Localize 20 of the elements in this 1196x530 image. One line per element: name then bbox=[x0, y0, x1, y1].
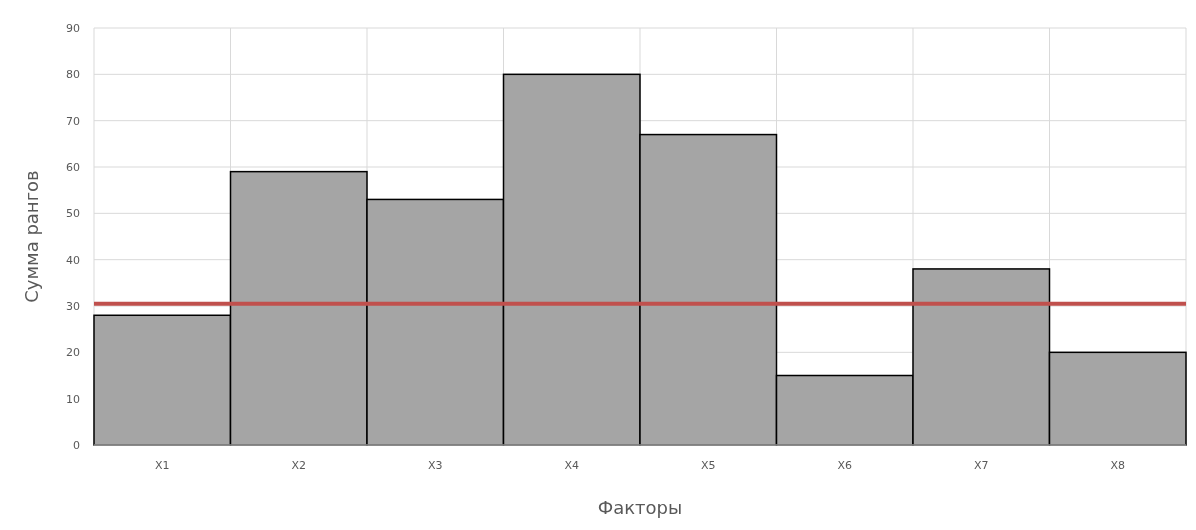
y-tick-label: 70 bbox=[66, 114, 80, 128]
y-tick-label: 90 bbox=[66, 21, 80, 35]
y-tick-label: 50 bbox=[66, 207, 80, 221]
x-tick-label: X5 bbox=[700, 459, 716, 472]
x-tick-label: X8 bbox=[1110, 459, 1126, 472]
y-tick-label: 60 bbox=[66, 160, 80, 174]
x-tick-label: X1 bbox=[154, 459, 170, 472]
x-tick-label: X6 bbox=[837, 459, 853, 472]
y-tick-label: 10 bbox=[66, 392, 80, 406]
y-tick-label: 30 bbox=[66, 299, 80, 313]
y-tick-label: 40 bbox=[66, 253, 80, 267]
x-tick-label: X2 bbox=[291, 459, 307, 472]
x-tick-label: X4 bbox=[564, 459, 580, 472]
x-tick-label: X3 bbox=[427, 459, 443, 472]
y-axis-title: Сумма рангов bbox=[21, 170, 42, 303]
x-axis-title: Факторы bbox=[597, 497, 683, 518]
y-tick-label: 0 bbox=[73, 438, 80, 452]
y-tick-label: 80 bbox=[66, 68, 80, 82]
x-tick-label: X7 bbox=[973, 459, 989, 472]
y-tick-label: 20 bbox=[66, 346, 80, 360]
